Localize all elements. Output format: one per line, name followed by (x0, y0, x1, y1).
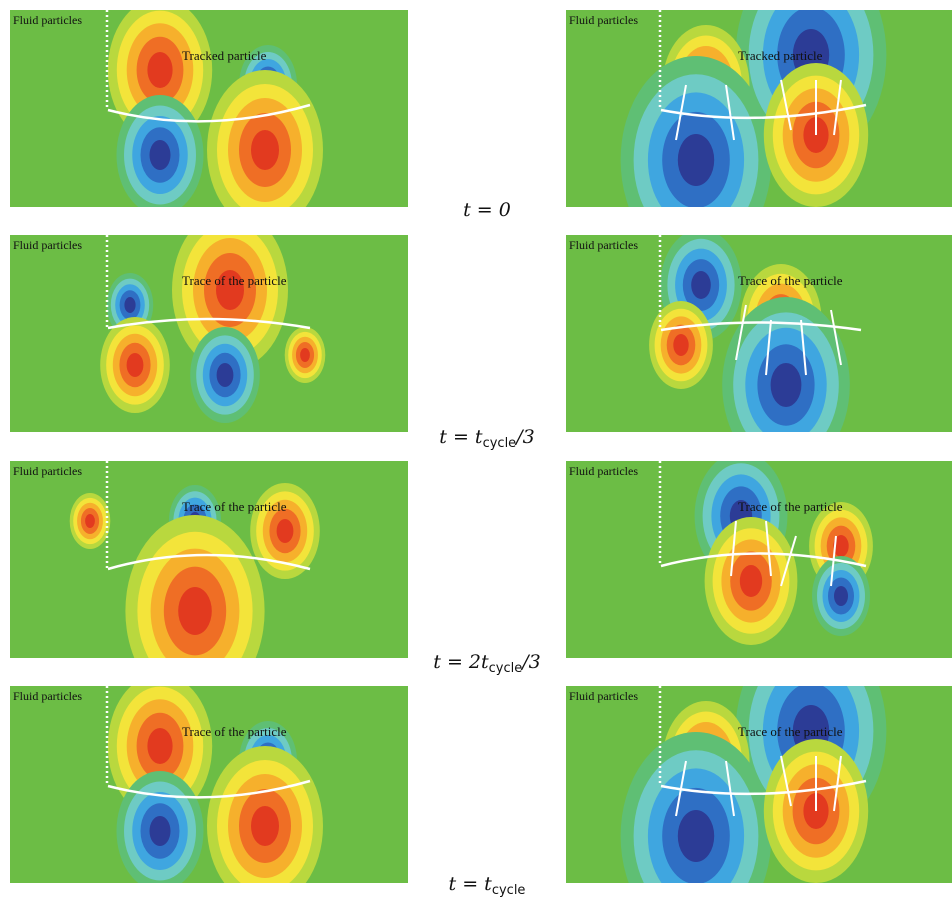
panel: Fluid particles Trace of the particle (10, 210, 408, 432)
time-label: t = 2tcycle/3 (433, 651, 540, 676)
time-text: t = t (439, 426, 483, 448)
label: Fluid particles (569, 13, 638, 27)
panel: Fluid particles Tracked particle (566, 0, 952, 264)
time-subscript: cycle (492, 883, 526, 897)
time-label: t = tcycle (449, 873, 526, 897)
contour (285, 327, 326, 383)
page: {"rows":[ {"left":{"label":"Fluid partic… (0, 0, 952, 897)
annotation: Trace of the particle (738, 273, 843, 288)
annotation: Trace of the particle (182, 499, 287, 514)
contour (250, 483, 320, 579)
annotation: Trace of the particle (738, 499, 843, 514)
contour (100, 317, 170, 413)
label: Fluid particles (13, 238, 82, 252)
annotation: Trace of the particle (738, 724, 843, 739)
time-text: t = 2t (433, 651, 489, 673)
time-text: t = t (449, 873, 493, 895)
time-subscript: cycle (489, 661, 523, 676)
annotation: Trace of the particle (182, 724, 287, 739)
time-suffix: /3 (514, 426, 535, 448)
label: Fluid particles (13, 464, 82, 478)
label: Fluid particles (13, 689, 82, 703)
time-label: t = 0 (463, 199, 511, 221)
annotation: Tracked particle (182, 48, 267, 63)
background (10, 10, 408, 207)
label: Fluid particles (569, 464, 638, 478)
label: Fluid particles (13, 13, 82, 27)
contour (117, 95, 204, 215)
label: Fluid particles (569, 238, 638, 252)
contour (621, 56, 772, 264)
contour (649, 301, 713, 389)
contour (117, 771, 204, 891)
annotation: Trace of the particle (182, 273, 287, 288)
contour (207, 70, 323, 230)
panel: Fluid particles Trace of the particle (10, 461, 408, 707)
panel: Fluid particles Tracked particle (10, 0, 408, 230)
label: Fluid particles (569, 689, 638, 703)
time-text: t = 0 (463, 199, 511, 221)
panel: Fluid particles Trace of the particle (566, 452, 952, 658)
time-suffix: /3 (520, 651, 541, 673)
background (10, 686, 408, 883)
contour (190, 327, 260, 423)
panel: Fluid particles Trace of the particle (566, 627, 952, 897)
time-subscript: cycle (483, 436, 517, 451)
figure: Fluid particles Tracked particle Fluid p… (0, 0, 952, 897)
panel: Fluid particles Trace of the particle (10, 674, 408, 897)
contour (70, 493, 111, 549)
time-label: t = tcycle/3 (439, 426, 534, 451)
annotation: Tracked particle (738, 48, 823, 63)
contour (812, 556, 870, 636)
panel: Fluid particles Trace of the particle (566, 229, 952, 473)
contour (125, 515, 264, 707)
